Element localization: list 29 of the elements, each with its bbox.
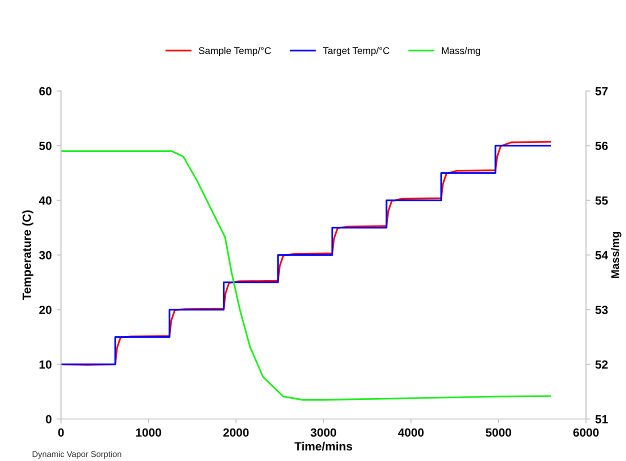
- y2-tick-label: 53: [595, 306, 608, 314]
- y2-tick-label: 51: [595, 415, 608, 424]
- y-tick-label: 30: [39, 251, 52, 260]
- y2-tick-label: 52: [595, 360, 608, 369]
- y2-tick-label: 54: [595, 251, 608, 260]
- y-tick-label: 0: [46, 415, 52, 424]
- text: Dynamic Vapor Sorption: [32, 450, 122, 459]
- line-series: [61, 150, 551, 401]
- legend-label: Target Temp/°C: [323, 46, 390, 56]
- legend-label: Mass/mg: [442, 46, 480, 56]
- legend-label: Sample Temp/°C: [198, 46, 271, 56]
- x-tick-label: 3000: [310, 428, 336, 437]
- x-tick-label: 2000: [223, 428, 249, 437]
- x-tick-label: 5000: [486, 428, 512, 437]
- y-tick-label: 10: [40, 360, 52, 369]
- y-axis-title: Temperature (C): [22, 210, 34, 300]
- y2-tick-label: 56: [595, 142, 608, 150]
- x-tick-label: 4000: [398, 428, 424, 437]
- x-tick-label: 0: [58, 428, 64, 437]
- y-tick-label: 20: [39, 306, 52, 314]
- y-tick-label: 50: [39, 142, 52, 150]
- x-tick-label: 1000: [136, 428, 162, 437]
- y2-tick-label: 55: [595, 196, 608, 205]
- y2-axis-title: Mass/mg: [610, 232, 622, 278]
- y-tick-label: 40: [39, 196, 52, 205]
- y-tick-label: 60: [39, 87, 52, 96]
- x-tick-label: 6000: [573, 428, 599, 437]
- x-axis-title: Time/mins: [294, 442, 352, 451]
- y2-tick-label: 57: [595, 87, 608, 96]
